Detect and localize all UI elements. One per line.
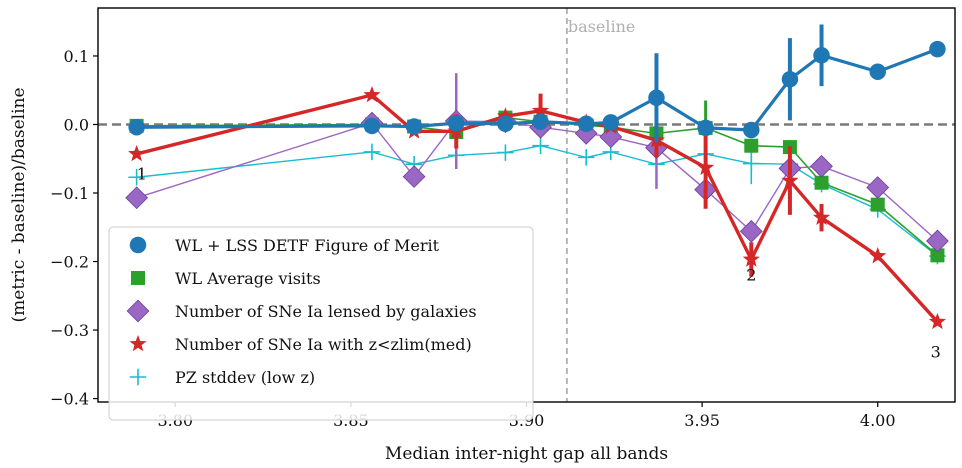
annotations: 1 2 3 [137, 164, 941, 361]
y-tick-label: 0.1 [64, 47, 89, 66]
data-point [781, 71, 799, 88]
data-point [869, 63, 886, 80]
data-point [928, 312, 946, 330]
y-tick-label: −0.4 [50, 390, 89, 409]
data-point [363, 117, 381, 135]
y-tick-label: 0.0 [64, 115, 89, 134]
legend-item-1: WL Average visits [131, 269, 321, 288]
data-point [814, 175, 829, 190]
data-point [577, 115, 595, 133]
data-point [448, 114, 465, 132]
data-point [697, 158, 715, 175]
legend-marker [129, 335, 147, 352]
data-point [125, 186, 149, 210]
legend-label: PZ stddev (low z) [175, 368, 315, 387]
data-point [577, 149, 595, 166]
y-tick-label: −0.2 [50, 253, 89, 272]
data-point [813, 47, 830, 64]
legend-marker [126, 299, 150, 323]
data-point [602, 114, 620, 131]
data-point [742, 250, 760, 267]
y-tick-label: −0.3 [50, 321, 89, 340]
data-point [363, 86, 381, 103]
legend-marker [129, 368, 147, 386]
annotation-3: 3 [931, 342, 941, 361]
data-point [532, 113, 549, 130]
data-point [926, 229, 949, 253]
series-layer [125, 24, 949, 330]
data-point [744, 138, 759, 153]
data-point [497, 144, 514, 161]
data-point [128, 144, 146, 162]
legend-item-0: WL + LSS DETF Figure of Merit [129, 236, 440, 255]
data-point [697, 119, 714, 137]
data-point [599, 125, 623, 149]
data-point [930, 248, 945, 263]
legend-label: WL + LSS DETF Figure of Merit [175, 236, 440, 255]
y-tick-label: −0.1 [50, 184, 89, 203]
data-point [532, 137, 549, 154]
baseline-label: baseline [568, 17, 635, 36]
legend-item-3: Number of SNe Ia with z<zlim(med) [129, 335, 472, 354]
legend-marker [129, 236, 147, 254]
series-2 [125, 73, 949, 253]
data-point [743, 121, 760, 139]
legend-label: Number of SNe Ia lensed by galaxies [175, 302, 477, 321]
data-point [531, 101, 550, 119]
legend-marker [131, 271, 145, 285]
data-point [497, 115, 514, 133]
annotation-1: 1 [137, 164, 147, 183]
legend-label: WL Average visits [175, 269, 321, 288]
data-point [496, 107, 514, 124]
x-axis-label: Median inter-night gap all bands [385, 444, 668, 464]
data-point [405, 118, 423, 135]
data-point [812, 208, 831, 225]
legend-item-4: PZ stddev (low z) [129, 368, 315, 387]
series-0 [128, 24, 946, 143]
data-point [648, 89, 665, 107]
legend-item-2: Number of SNe Ia lensed by galaxies [126, 299, 477, 323]
data-point [810, 154, 833, 178]
x-tick-label: 3.95 [684, 411, 720, 430]
y-axis-label: (metric - baseline)/baseline [9, 87, 29, 322]
data-point [739, 220, 763, 243]
legend-label: Number of SNe Ia with z<zlim(med) [175, 335, 472, 354]
data-point [363, 143, 381, 161]
data-point [128, 118, 145, 136]
data-point [743, 155, 760, 172]
data-point [869, 247, 887, 264]
x-tick-label: 4.00 [860, 411, 896, 430]
data-point [866, 176, 890, 199]
data-point [128, 168, 145, 186]
annotation-2: 2 [746, 266, 756, 285]
data-point [929, 40, 946, 58]
legend-box [108, 226, 534, 421]
data-point [781, 171, 799, 188]
legend: WL + LSS DETF Figure of Merit WL Average … [108, 226, 534, 421]
data-point [870, 197, 885, 212]
data-point [402, 165, 426, 188]
